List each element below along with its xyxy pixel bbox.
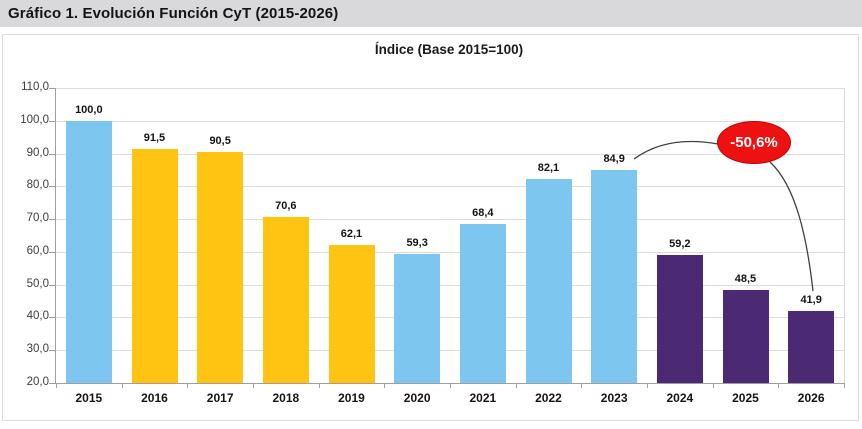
gridline — [56, 153, 844, 155]
gridline — [56, 284, 844, 286]
bar-value-label: 82,1 — [537, 162, 560, 175]
gridline — [56, 350, 844, 352]
y-axis-label: 70,0 — [26, 212, 49, 225]
annotation-text: -50,6% — [730, 134, 778, 151]
bar-2019 — [328, 245, 375, 383]
y-axis-label: 20,0 — [26, 376, 49, 388]
y-axis-tick — [49, 88, 55, 89]
x-axis-label: 2015 — [75, 391, 103, 405]
y-axis-tick — [49, 284, 55, 286]
x-axis-tick — [778, 383, 780, 388]
x-axis-tick — [581, 383, 583, 388]
x-axis-label: 2024 — [666, 391, 694, 405]
y-axis-tick — [49, 383, 55, 384]
bar-2024 — [656, 254, 703, 383]
x-axis-label: 2019 — [338, 391, 365, 405]
y-axis-label: 90,0 — [26, 146, 49, 159]
bar-value-label: 70,6 — [275, 200, 297, 213]
y-axis-label: 60,0 — [26, 244, 49, 257]
y-axis-tick — [49, 219, 55, 221]
bar-2021 — [459, 224, 506, 383]
chart-subtitle: Índice (Base 2015=100) — [374, 42, 524, 57]
y-axis-label: 30,0 — [26, 343, 49, 356]
bar-2025 — [722, 289, 769, 383]
x-axis-tick — [253, 383, 254, 388]
bar-value-label: 90,5 — [209, 134, 231, 147]
x-axis-tick — [450, 383, 451, 388]
x-axis-tick — [384, 383, 386, 388]
y-axis-label: 110,0 — [21, 81, 49, 93]
gridline — [56, 88, 844, 89]
x-axis-tick — [187, 383, 189, 388]
y-axis-label: 40,0 — [26, 310, 49, 323]
plot-area: 20,0 30,0 40,0 50,0 60,0 70,0 80,0 90,0 100,0 110… — [20, 81, 845, 405]
y-axis-label: 50,0 — [26, 277, 49, 290]
gridline — [56, 317, 844, 319]
x-axis-label: 2018 — [272, 391, 300, 405]
bar-value-label: 41,9 — [800, 294, 822, 307]
gridline — [56, 120, 844, 122]
bar-value-label: 59,3 — [406, 237, 428, 250]
bar-2016 — [131, 148, 178, 383]
y-axis-label: 100,0 — [20, 113, 49, 126]
gridline — [56, 251, 844, 253]
bar-2023 — [591, 170, 638, 383]
x-axis-label: 2023 — [600, 391, 628, 405]
bar-value-label: 84,9 — [603, 153, 625, 166]
x-axis-tick — [647, 383, 648, 388]
bar-2017 — [197, 151, 244, 383]
y-axis-tick — [49, 317, 55, 319]
x-axis-tick — [121, 383, 123, 388]
x-axis-tick — [56, 383, 57, 388]
x-axis-label: 2016 — [141, 391, 168, 405]
annotation-badge: -50,6% — [717, 121, 791, 164]
chart-title: Gráfico 1. Evolución Función CyT (2015-2… — [8, 5, 339, 22]
y-axis-tick — [49, 153, 55, 155]
bar-2020 — [394, 254, 441, 383]
bar-2018 — [262, 217, 309, 383]
bar-2022 — [525, 179, 572, 383]
x-axis-label: 2021 — [469, 391, 497, 405]
x-axis-tick — [318, 383, 320, 388]
bar-2026 — [788, 311, 835, 383]
x-axis-label: 2026 — [797, 391, 825, 405]
y-axis-tick — [49, 251, 55, 253]
x-axis-label: 2025 — [732, 391, 759, 405]
bar-value-label: 68,4 — [472, 207, 494, 220]
chart-title-bar: Gráfico 1. Evolución Función CyT (2015-2… — [0, 0, 862, 27]
gridline — [56, 186, 844, 188]
y-axis-tick — [49, 120, 55, 122]
bar-value-label: 91,5 — [143, 131, 166, 144]
x-axis-label: 2022 — [535, 391, 562, 405]
bar-value-label: 48,5 — [734, 272, 757, 285]
bar-value-label: 62,1 — [340, 228, 363, 240]
gridline — [56, 219, 844, 221]
x-axis-label: 2020 — [403, 391, 431, 405]
x-axis-tick — [515, 383, 517, 388]
x-axis-tick — [712, 383, 714, 388]
y-axis-tick — [49, 186, 55, 188]
x-axis-label: 2017 — [206, 391, 234, 405]
y-axis-label: 80,0 — [26, 179, 49, 192]
bar-value-label: 59,2 — [669, 237, 691, 250]
bar-2015 — [65, 120, 112, 383]
x-axis-tick — [844, 383, 845, 388]
y-axis-tick — [49, 350, 55, 352]
bar-value-label: 100,0 — [75, 103, 103, 116]
